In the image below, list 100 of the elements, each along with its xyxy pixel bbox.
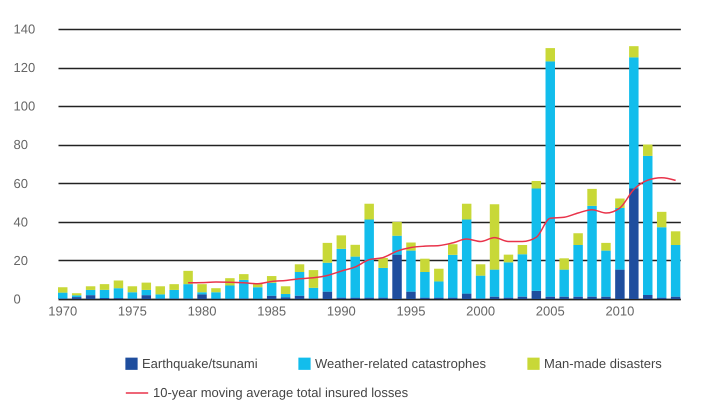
bar — [504, 254, 514, 262]
bar — [490, 204, 500, 270]
bar — [406, 250, 416, 292]
bar — [476, 276, 486, 298]
bar — [86, 295, 96, 299]
bar — [86, 286, 96, 290]
bar — [643, 156, 652, 295]
x-tick-label: 1980 — [188, 304, 216, 318]
bar — [434, 281, 444, 298]
bar — [643, 144, 652, 156]
bar — [448, 244, 458, 255]
bar — [670, 245, 680, 297]
x-tick-label: 1975 — [118, 304, 147, 318]
bar — [280, 286, 290, 294]
bar — [58, 287, 68, 293]
bar — [420, 258, 430, 272]
x-tick-label: 2010 — [605, 304, 634, 318]
bar — [197, 294, 207, 299]
bar — [532, 290, 542, 299]
bar — [350, 244, 360, 257]
legend-label: Earthquake/tsunami — [142, 356, 258, 371]
bar — [643, 294, 652, 299]
x-tick-label: 2005 — [536, 304, 565, 318]
bar — [211, 292, 221, 299]
bar — [490, 270, 500, 297]
bar — [448, 254, 458, 298]
bar — [142, 282, 152, 290]
bar — [211, 288, 221, 292]
bar — [587, 206, 597, 297]
y-tick-label: 40 — [14, 214, 28, 230]
bar — [308, 270, 318, 288]
bar — [322, 262, 332, 292]
bar — [183, 270, 193, 284]
bar — [656, 227, 666, 298]
bar — [86, 290, 96, 296]
bar — [253, 287, 262, 299]
bar — [392, 236, 402, 255]
bar — [559, 270, 569, 297]
bar — [434, 268, 444, 282]
bar — [546, 61, 555, 297]
bar — [169, 290, 179, 298]
bar — [266, 296, 276, 299]
bar — [629, 57, 639, 188]
bar — [266, 282, 276, 296]
bar — [573, 245, 583, 297]
bar — [532, 180, 542, 188]
bar — [629, 46, 639, 58]
bar — [378, 268, 388, 298]
x-tick-label: 1995 — [396, 304, 426, 318]
bar — [156, 286, 165, 294]
bar — [294, 296, 304, 299]
bar — [128, 286, 138, 292]
bar — [169, 284, 179, 290]
bar — [58, 292, 68, 298]
bar — [392, 254, 402, 299]
bar — [100, 284, 110, 290]
bar — [532, 188, 542, 291]
bar — [322, 242, 332, 263]
y-tick-label: 60 — [14, 176, 28, 191]
y-tick-label: 80 — [14, 137, 28, 152]
bar — [518, 245, 528, 254]
x-tick-label: 1985 — [257, 304, 286, 318]
bar — [670, 231, 680, 245]
bar — [322, 292, 332, 299]
bar — [336, 235, 346, 249]
x-tick-label: 1990 — [326, 304, 356, 318]
bar — [336, 248, 346, 298]
x-tick-label: 1970 — [48, 304, 78, 318]
bar — [294, 272, 304, 296]
bar — [656, 212, 666, 228]
bar — [629, 188, 639, 299]
bar — [142, 290, 152, 296]
bar — [239, 274, 249, 280]
bar — [546, 48, 555, 62]
bar — [559, 258, 569, 270]
line-series — [187, 176, 676, 285]
bar — [587, 188, 597, 206]
bar — [601, 242, 611, 251]
bar — [420, 272, 430, 298]
bar — [239, 280, 249, 298]
bar — [350, 256, 360, 298]
bar — [114, 288, 124, 298]
bar — [573, 233, 583, 245]
bar — [100, 290, 110, 298]
bar — [280, 294, 290, 298]
bar — [518, 254, 528, 297]
bar — [364, 204, 374, 220]
bar — [504, 262, 514, 298]
bar — [225, 286, 235, 299]
bar — [114, 280, 124, 288]
y-tick-label: 140 — [14, 22, 36, 36]
y-tick-label: 100 — [14, 98, 36, 114]
bar — [601, 250, 611, 297]
bar — [476, 264, 486, 276]
y-tick-label: 20 — [14, 252, 28, 268]
bar — [364, 220, 374, 298]
x-tick-label: 2000 — [466, 304, 496, 318]
bar — [142, 295, 152, 299]
bar — [392, 222, 402, 236]
legend-label: Weather-related catastrophes — [315, 356, 487, 371]
